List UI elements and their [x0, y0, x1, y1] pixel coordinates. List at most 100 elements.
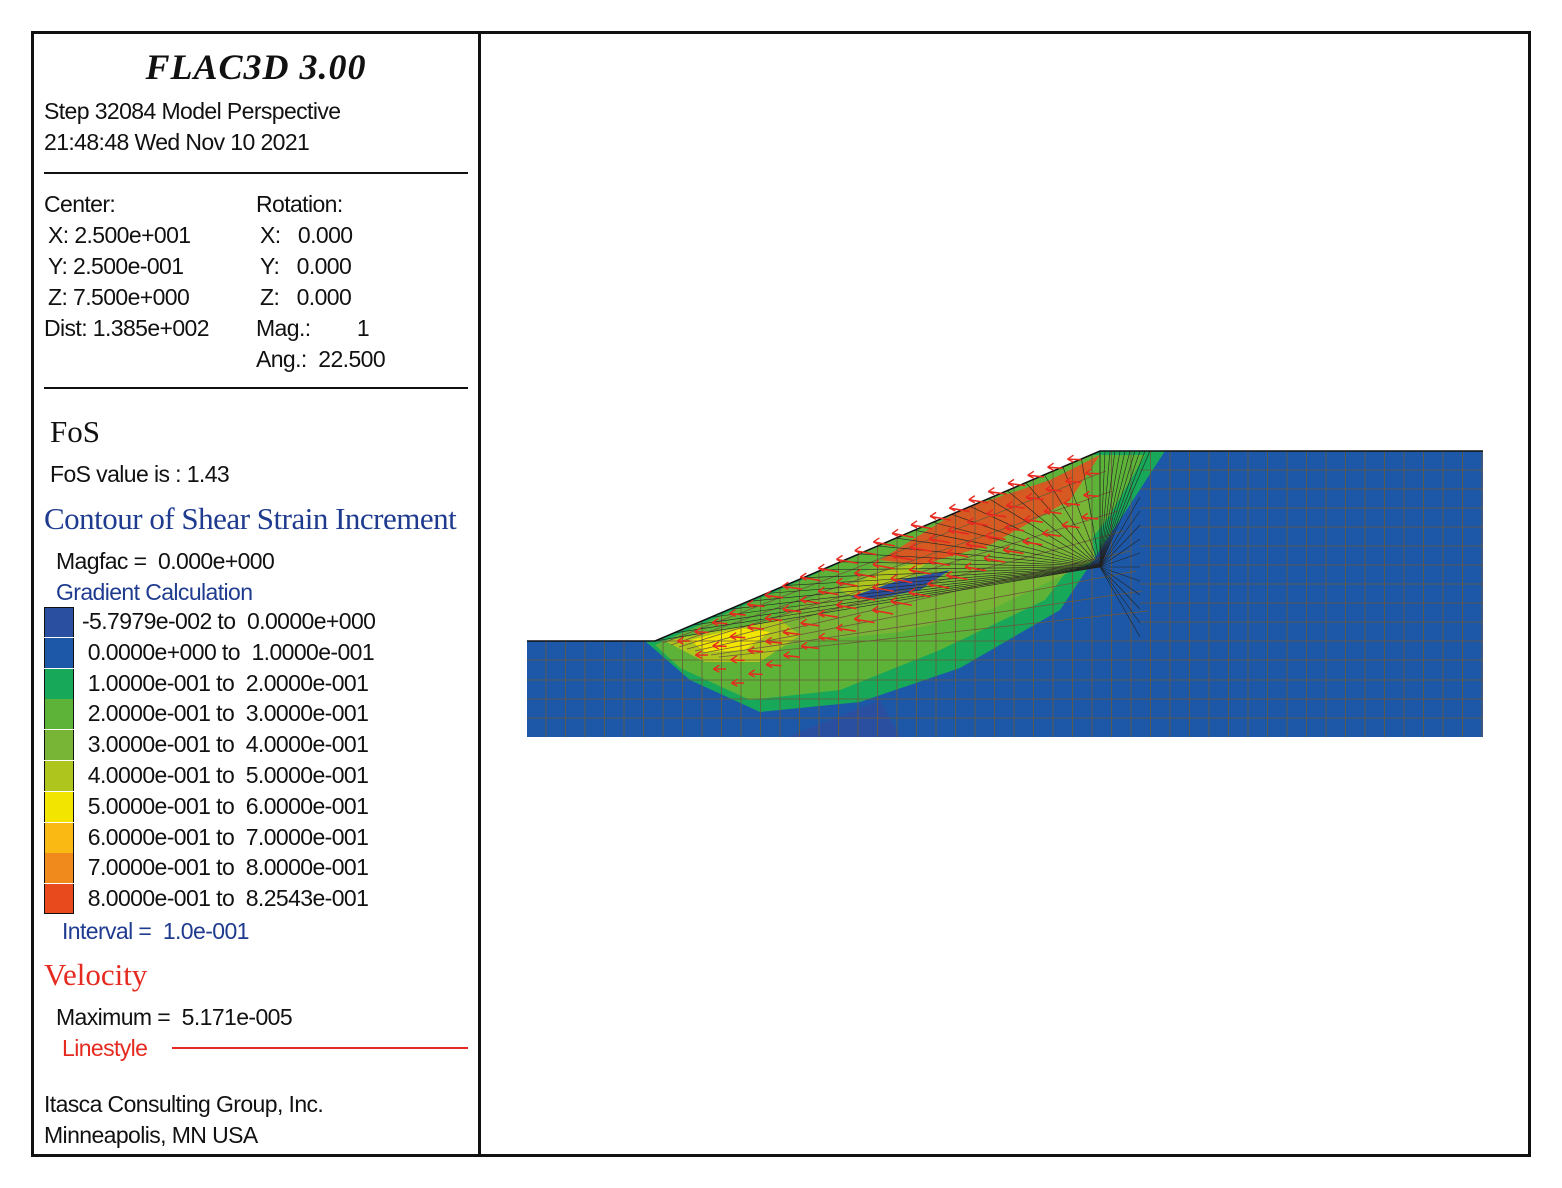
- velocity-arrow: [910, 524, 918, 529]
- velocity-arrow: [890, 600, 912, 607]
- velocity-arrow: [729, 612, 736, 618]
- velocity-arrow: [818, 636, 838, 641]
- fan-line: [1099, 451, 1141, 568]
- velocity-arrow: [929, 515, 937, 521]
- legend-swatch: [44, 699, 74, 730]
- velocity-arrow: [782, 585, 802, 590]
- velocity-arrow: [987, 486, 995, 493]
- velocity-arrow: [817, 567, 825, 572]
- velocity-arrow: [891, 555, 914, 561]
- fan-line: [1099, 552, 1141, 568]
- velocity-arrow: [908, 591, 931, 598]
- velocity-arrow: [1067, 458, 1074, 463]
- date-line: 21:48:48 Wed Nov 10 2021: [44, 129, 310, 155]
- company-location: Minneapolis, MN USA: [44, 1122, 258, 1148]
- fan-line: [895, 537, 1101, 568]
- velocity-arrow: [1081, 516, 1099, 520]
- velocity-arrow: [891, 532, 899, 537]
- velocity-arrow: [836, 604, 857, 610]
- legend-label: 1.0000e-001 to 2.0000e-001: [82, 669, 369, 696]
- velocity-arrow: [909, 565, 916, 571]
- velocity-arrow: [927, 583, 934, 588]
- velocity-arrow: [748, 649, 764, 653]
- velocity-arrow: [1045, 484, 1053, 490]
- velocity-arrow: [873, 541, 880, 546]
- legend-swatch: [44, 884, 74, 915]
- contour-zone-5: [690, 628, 770, 652]
- fan-line: [914, 529, 1101, 568]
- velocity-arrow: [800, 645, 819, 650]
- slope-outline: [527, 450, 1483, 642]
- velocity-arrow: [947, 529, 955, 535]
- velocity-arrow: [871, 609, 879, 614]
- velocity-arrow: [929, 511, 937, 517]
- velocity-arrow: [713, 664, 720, 670]
- velocity-arrow: [731, 682, 738, 687]
- legend-swatch: [44, 761, 74, 791]
- fan-line: [840, 561, 1101, 568]
- magnification: Mag.: 1: [256, 315, 370, 341]
- velocity-arrow: [1042, 532, 1049, 538]
- velocity-arrow: [909, 546, 917, 551]
- velocity-arrow: [983, 557, 991, 563]
- velocity-arrow: [1027, 474, 1035, 479]
- velocity-arrow: [835, 581, 843, 586]
- velocity-arrow: [731, 678, 738, 684]
- velocity-arrow: [764, 617, 772, 622]
- legend-label: 7.0000e-001 to 8.0000e-001: [82, 854, 369, 881]
- velocity-arrow: [765, 640, 782, 644]
- velocity-arrow: [800, 618, 808, 624]
- velocity-maximum: Maximum = 5.171e-005: [56, 1004, 293, 1030]
- velocity-arrow: [965, 543, 988, 549]
- velocity-arrow: [1022, 537, 1030, 543]
- magfac: Magfac = 0.000e+000: [56, 548, 275, 574]
- rotation-x: X: 0.000: [260, 222, 353, 248]
- velocity-arrow: [968, 498, 989, 504]
- fan-line: [821, 566, 1101, 571]
- fan-line: [1099, 566, 1141, 638]
- velocity-vectors: [677, 454, 1100, 687]
- legend-label: 4.0000e-001 to 5.0000e-001: [82, 762, 369, 788]
- velocity-arrow: [1063, 498, 1071, 504]
- velocity-arrow: [818, 590, 839, 596]
- velocity-arrow: [764, 617, 783, 622]
- velocity-arrow: [800, 599, 807, 604]
- velocity-arrow: [1006, 504, 1013, 510]
- velocity-arrow: [694, 627, 702, 633]
- velocity-arrow: [711, 618, 719, 624]
- rotation-label: Rotation:: [256, 191, 343, 217]
- fan-line: [1099, 451, 1106, 568]
- velocity-arrow: [1081, 516, 1089, 521]
- velocity-heading: Velocity: [44, 957, 148, 992]
- fan-line: [654, 566, 1101, 642]
- velocity-arrow: [764, 594, 784, 599]
- rotation-y: Y: 0.000: [260, 253, 352, 279]
- legend-swatch: [44, 637, 74, 668]
- velocity-arrow: [872, 563, 895, 570]
- velocity-arrow: [872, 586, 894, 593]
- velocity-arrow: [799, 572, 807, 578]
- velocity-arrow: [1002, 545, 1010, 551]
- legend-label: -5.7979e-002 to 0.0000e+000: [82, 608, 376, 634]
- velocity-arrow: [1081, 512, 1089, 518]
- velocity-arrow: [965, 543, 973, 549]
- velocity-arrow: [890, 596, 897, 602]
- velocity-arrow: [908, 591, 916, 597]
- fan-line: [1099, 451, 1131, 568]
- velocity-arrow: [908, 588, 916, 594]
- velocity-arrow: [764, 613, 772, 619]
- linestyle-sample: [172, 1047, 468, 1049]
- velocity-arrow: [730, 635, 746, 639]
- velocity-arrow: [836, 581, 858, 587]
- legend-swatch: [44, 730, 74, 761]
- velocity-arrow: [747, 626, 764, 630]
- velocity-arrow: [764, 594, 772, 599]
- legend-swatch: [44, 853, 74, 884]
- velocity-arrow: [730, 655, 738, 661]
- company-name: Itasca Consulting Group, Inc.: [44, 1091, 324, 1117]
- velocity-arrow: [800, 641, 808, 647]
- velocity-arrow: [968, 499, 976, 504]
- velocity-arrow: [800, 622, 820, 627]
- velocity-arrow: [985, 535, 992, 540]
- velocity-arrow: [747, 622, 754, 629]
